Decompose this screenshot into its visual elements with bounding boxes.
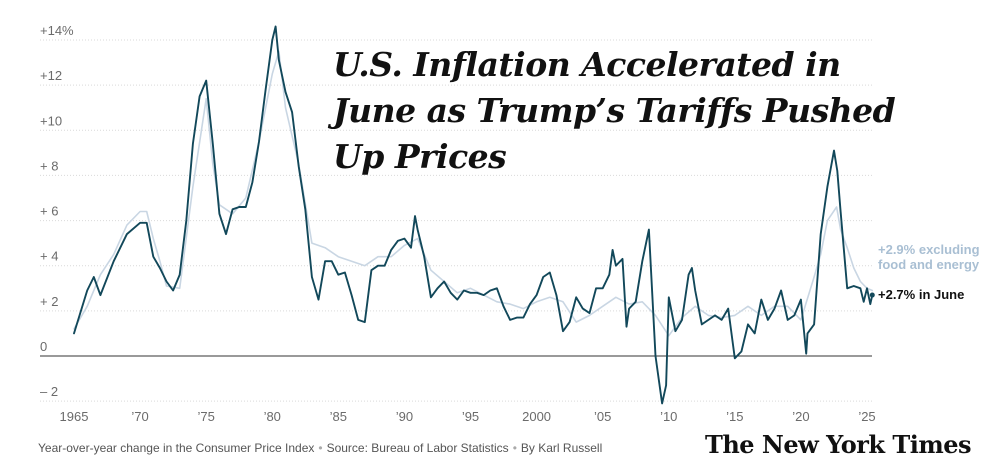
x-tick-label: ’05 xyxy=(594,409,611,424)
y-tick-label: +14% xyxy=(40,23,74,38)
x-axis-ticks: 1965 ’70 ’75 ’80 ’85 ’90 ’95 2000 ’05 ’10 ’15 ’20 ’2… xyxy=(60,409,876,424)
y-axis-ticks: +14% +12 +10 + 8 + 6 + 4 + 2 0 – 2 xyxy=(40,23,74,399)
x-tick-label: ’25 xyxy=(858,409,875,424)
gridlines xyxy=(40,39,872,402)
y-tick-label: +12 xyxy=(40,68,62,83)
series-line-cpi xyxy=(73,25,874,405)
x-tick-label: ’90 xyxy=(396,409,413,424)
chart-title: U.S. Inflation Accelerated in June as Tr… xyxy=(333,45,896,176)
series-lines xyxy=(73,25,874,405)
y-tick-label: 0 xyxy=(40,339,47,354)
annotation-core-line: +2.9% excluding xyxy=(878,242,980,257)
nyt-logo: The New York Times xyxy=(705,430,972,459)
chart-byline: By Karl Russell xyxy=(520,441,603,455)
chart-subtitle: Year-over-year change in the Consumer Pr… xyxy=(38,441,315,455)
y-tick-label: + 2 xyxy=(40,294,58,309)
x-tick-label: 1965 xyxy=(60,409,89,424)
y-tick-label: + 8 xyxy=(40,158,58,173)
chart-footer: Year-over-year change in the Consumer Pr… xyxy=(38,441,603,455)
series-line-core xyxy=(73,50,874,337)
chart-source: Source: Bureau of Labor Statistics xyxy=(326,441,509,455)
x-tick-label: 2000 xyxy=(522,409,551,424)
y-tick-label: + 6 xyxy=(40,204,58,219)
y-tick-label: – 2 xyxy=(40,384,58,399)
annotation-core-line: food and energy xyxy=(878,257,980,272)
x-tick-label: ’20 xyxy=(792,409,809,424)
y-tick-label: + 4 xyxy=(40,249,58,264)
x-tick-label: ’70 xyxy=(131,409,148,424)
annotation-cpi-line: +2.7% in June xyxy=(878,287,964,302)
x-tick-label: ’10 xyxy=(660,409,677,424)
x-tick-label: ’75 xyxy=(197,409,214,424)
x-tick-label: ’80 xyxy=(264,409,281,424)
x-tick-label: ’95 xyxy=(462,409,479,424)
x-tick-label: ’15 xyxy=(726,409,743,424)
cpi-end-point xyxy=(869,292,875,298)
x-tick-label: ’85 xyxy=(330,409,347,424)
y-tick-label: +10 xyxy=(40,113,62,128)
